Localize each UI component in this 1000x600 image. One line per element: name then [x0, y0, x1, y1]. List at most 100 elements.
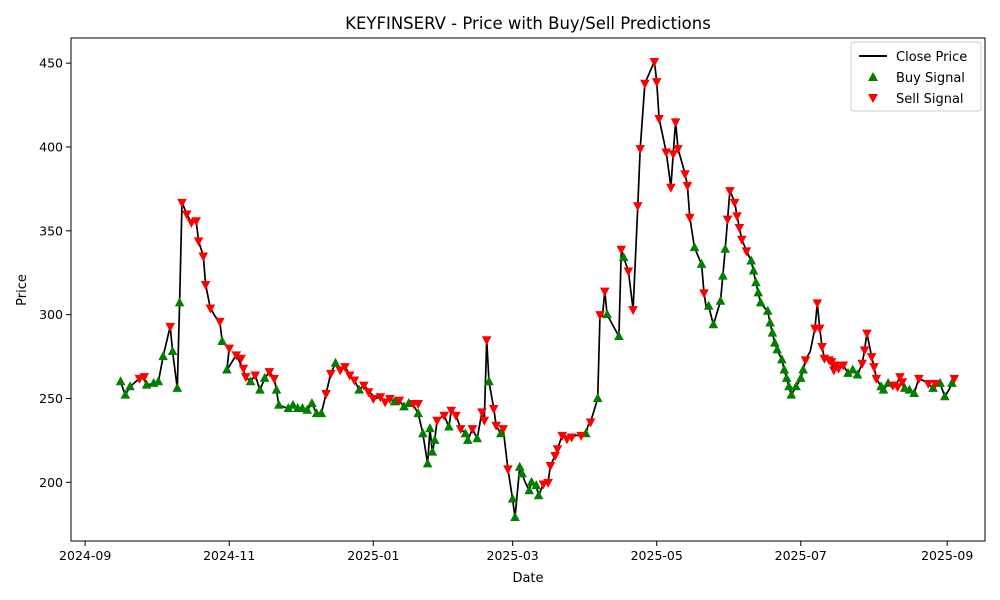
- sell-signal-marker: [380, 398, 390, 408]
- sell-signal-marker: [477, 408, 487, 418]
- x-tick-label: 2025-09: [921, 548, 973, 563]
- sell-signal-marker: [552, 445, 563, 455]
- y-tick-label: 200: [39, 475, 63, 490]
- buy-signal-marker: [174, 297, 185, 307]
- buy-signal-marker: [484, 376, 494, 386]
- x-tick-label: 2024-11: [203, 548, 255, 563]
- x-tick-label: 2024-09: [59, 548, 111, 563]
- buy-signal-marker: [472, 433, 483, 443]
- buy-signal-marker: [302, 404, 312, 414]
- x-tick-label: 2025-01: [347, 548, 399, 563]
- sell-signal-marker: [467, 425, 478, 435]
- sell-signal-marker: [139, 373, 150, 383]
- buy-signal-marker: [158, 351, 168, 361]
- sell-signal-marker: [729, 198, 740, 208]
- sell-signal-marker: [640, 79, 650, 89]
- sell-signal-marker: [736, 235, 747, 245]
- buy-signal-marker: [770, 337, 780, 347]
- sell-signal-marker: [817, 343, 827, 353]
- legend-buy-signal-label: Buy Signal: [896, 71, 965, 86]
- buy-signal-marker: [288, 399, 298, 409]
- sell-signal-marker: [684, 213, 695, 223]
- buy-signal-marker: [496, 428, 506, 438]
- sell-signal-marker: [368, 394, 379, 404]
- sell-signal-marker: [479, 416, 490, 426]
- sell-signal-marker: [661, 148, 671, 158]
- sell-signal-marker: [732, 212, 742, 222]
- sell-signal-marker: [725, 187, 735, 197]
- buy-signal-marker: [153, 376, 164, 386]
- sell-signal-marker: [363, 388, 374, 398]
- buy-signal-marker: [460, 428, 471, 438]
- buy-signal-marker: [307, 398, 317, 408]
- buy-signal-marker: [115, 376, 126, 386]
- buy-signal-marker: [526, 476, 537, 486]
- buy-signal-marker: [259, 372, 270, 382]
- sell-signal-marker: [566, 433, 577, 443]
- buy-signal-marker: [222, 364, 232, 374]
- buy-signal-marker: [755, 297, 766, 307]
- sell-signal-marker: [930, 379, 941, 389]
- buy-signal-marker: [618, 252, 629, 262]
- sell-signal-markers: [134, 57, 960, 490]
- sell-signal-marker: [385, 394, 395, 404]
- buy-signal-marker: [283, 403, 294, 413]
- sell-signal-marker: [651, 78, 662, 88]
- x-axis: 2024-09 2024-11 2025-01 2025-03 2025-05 2025-…: [59, 541, 973, 563]
- buy-signal-marker: [720, 243, 731, 253]
- buy-signal-marker: [795, 372, 806, 382]
- sell-signal-marker: [250, 371, 261, 381]
- sell-signal-marker: [349, 376, 360, 386]
- buy-signal-marker: [847, 364, 858, 374]
- buy-signal-marker: [330, 357, 341, 367]
- sell-signal-marker: [191, 217, 201, 227]
- sell-signal-marker: [668, 150, 679, 160]
- buy-signal-marker: [786, 389, 797, 399]
- sell-signal-marker: [666, 183, 676, 193]
- sell-signal-marker: [595, 311, 605, 321]
- buy-signal-marker: [141, 379, 152, 389]
- buy-signal-marker: [427, 446, 438, 456]
- sell-signal-marker: [682, 182, 693, 192]
- sell-signal-marker: [214, 317, 225, 327]
- buy-signal-marker: [878, 384, 889, 394]
- buy-signal-marker: [510, 512, 520, 522]
- buy-signal-marker: [255, 384, 265, 394]
- buy-signal-marker: [316, 408, 327, 418]
- buy-signal-marker: [422, 458, 433, 468]
- sell-signal-marker: [455, 425, 466, 435]
- sell-signal-marker: [557, 431, 568, 441]
- legend: Close Price Buy Signal Sell Signal: [850, 41, 982, 112]
- legend-sell-signal-label: Sell Signal: [896, 92, 964, 107]
- sell-signal-marker: [649, 57, 660, 67]
- sell-signal-marker: [240, 373, 251, 383]
- sell-signal-marker: [413, 400, 423, 410]
- buy-signal-marker: [909, 387, 919, 397]
- buy-signal-marker: [779, 364, 790, 374]
- sell-signal-marker: [498, 425, 509, 435]
- buy-signal-marker: [781, 372, 792, 382]
- buy-signal-marker: [274, 399, 284, 409]
- buy-signal-marker: [772, 344, 782, 354]
- sell-signal-marker: [866, 353, 877, 363]
- buy-signal-marker: [389, 396, 400, 406]
- sell-signal-marker: [181, 210, 192, 220]
- sell-signal-marker: [340, 363, 350, 373]
- sell-signal-marker: [635, 145, 645, 155]
- sell-signal-marker: [264, 368, 275, 378]
- sell-signal-marker: [394, 396, 405, 406]
- buy-signal-marker: [852, 369, 863, 379]
- buy-signal-marker: [843, 367, 853, 377]
- sell-signal-marker: [654, 114, 664, 124]
- buy-signal-marker: [746, 255, 756, 265]
- plot-area: [70, 37, 986, 542]
- sell-signal-marker: [673, 145, 683, 155]
- sell-signal-marker: [623, 267, 634, 277]
- sell-signal-marker: [432, 416, 442, 426]
- sell-signal-marker: [503, 465, 513, 475]
- buy-signal-marker: [245, 376, 256, 386]
- buy-signal-marker: [217, 335, 227, 345]
- sell-signal-marker: [200, 280, 211, 290]
